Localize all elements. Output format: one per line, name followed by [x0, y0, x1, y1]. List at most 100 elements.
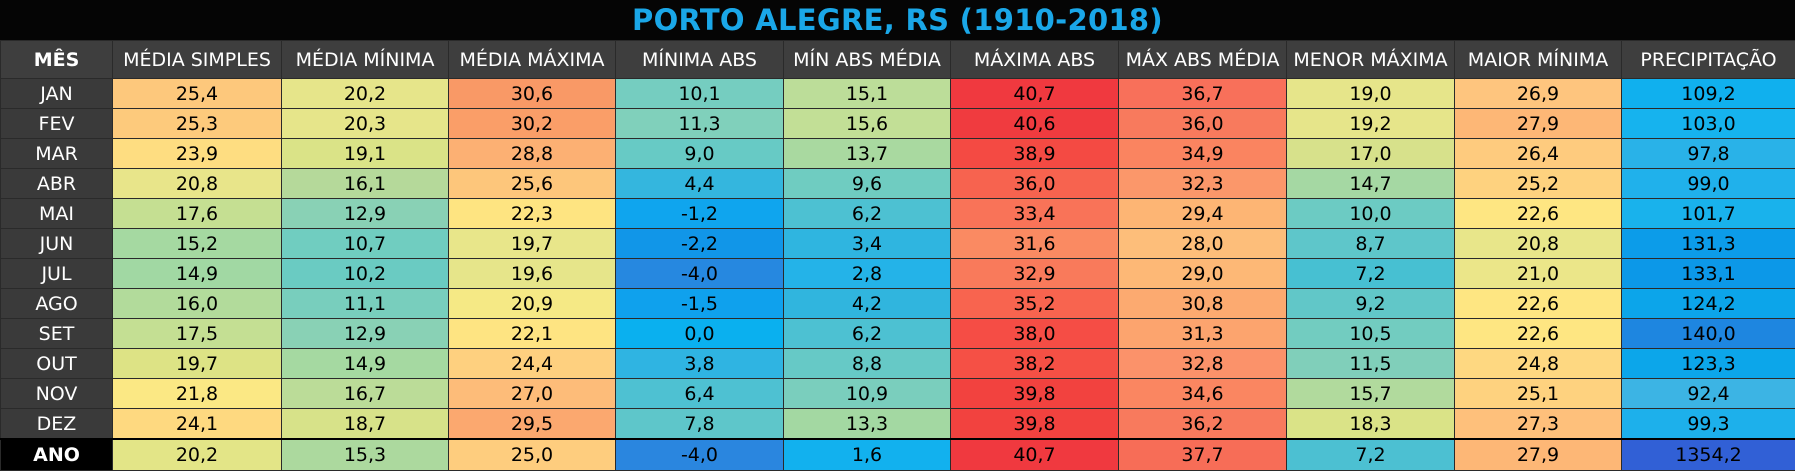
- table-row: JAN 25,4 20,2 30,6 10,1 15,1 40,7 36,7 19,0 26,9 1…: [0, 78, 1795, 109]
- table-row: MAR 23,9 19,1 28,8 9,0 13,7 38,9 34,9 17,0 26,4 97…: [0, 138, 1795, 169]
- table-cell: 10,7: [281, 228, 449, 259]
- table-cell: 29,0: [1118, 258, 1287, 289]
- table-cell: 26,4: [1454, 138, 1622, 169]
- table-cell: 17,0: [1286, 138, 1455, 169]
- table-row-year-total: ANO 20,2 15,3 25,0 -4,0 1,6 40,7 37,7 7,2 27,9 135…: [0, 438, 1795, 471]
- table-cell: 16,7: [281, 378, 449, 409]
- header-max-abs-media: MÁX ABS MÉDIA: [1118, 40, 1287, 79]
- table-cell: 97,8: [1621, 138, 1795, 169]
- table-cell: 18,3: [1286, 408, 1455, 440]
- table-cell: 3,4: [783, 228, 951, 259]
- table-cell: 11,5: [1286, 348, 1455, 379]
- table-row: SET 17,5 12,9 22,1 0,0 6,2 38,0 31,3 10,5 22,6 140…: [0, 318, 1795, 349]
- table-cell: 22,3: [448, 198, 616, 229]
- table-cell: 14,7: [1286, 168, 1455, 199]
- header-media-maxima: MÉDIA MÁXIMA: [448, 40, 616, 79]
- table-cell: 25,1: [1454, 378, 1622, 409]
- table-cell: 17,5: [112, 318, 282, 349]
- table-cell: 12,9: [281, 198, 449, 229]
- table-cell: 21,0: [1454, 258, 1622, 289]
- table-cell: 27,3: [1454, 408, 1622, 440]
- table-cell: 2,8: [783, 258, 951, 289]
- table-cell: 101,7: [1621, 198, 1795, 229]
- month-label: JUN: [0, 228, 113, 259]
- table-cell: 15,1: [783, 78, 951, 109]
- table-cell: 7,2: [1286, 258, 1455, 289]
- table-cell: 38,2: [950, 348, 1119, 379]
- table-cell: 92,4: [1621, 378, 1795, 409]
- table-cell: 29,4: [1118, 198, 1287, 229]
- table-cell: 1,6: [783, 438, 951, 471]
- table-cell: 22,6: [1454, 198, 1622, 229]
- table-row: JUN 15,2 10,7 19,7 -2,2 3,4 31,6 28,0 8,7 20,8 131…: [0, 228, 1795, 259]
- table-row: AGO 16,0 11,1 20,9 -1,5 4,2 35,2 30,8 9,2 22,6 124…: [0, 288, 1795, 319]
- table-cell: 4,2: [783, 288, 951, 319]
- table-cell: 10,1: [615, 78, 784, 109]
- table-cell: 22,6: [1454, 288, 1622, 319]
- table-cell: 38,9: [950, 138, 1119, 169]
- table-cell: 124,2: [1621, 288, 1795, 319]
- table-cell: 11,1: [281, 288, 449, 319]
- table-cell: 18,7: [281, 408, 449, 440]
- table-cell: 40,6: [950, 108, 1119, 139]
- table-cell: 36,0: [950, 168, 1119, 199]
- table-cell: 33,4: [950, 198, 1119, 229]
- table-cell: 31,3: [1118, 318, 1287, 349]
- month-label: JUL: [0, 258, 113, 289]
- table-cell: 25,4: [112, 78, 282, 109]
- table-cell: 32,3: [1118, 168, 1287, 199]
- table-cell: 22,1: [448, 318, 616, 349]
- page-title: PORTO ALEGRE, RS (1910-2018): [0, 0, 1795, 40]
- table-cell: 99,0: [1621, 168, 1795, 199]
- table-cell: 99,3: [1621, 408, 1795, 440]
- month-label: AGO: [0, 288, 113, 319]
- table-body: JAN 25,4 20,2 30,6 10,1 15,1 40,7 36,7 19,0 26,9 1…: [0, 78, 1795, 471]
- table-cell: 23,9: [112, 138, 282, 169]
- table-cell: 34,9: [1118, 138, 1287, 169]
- table-cell: 24,8: [1454, 348, 1622, 379]
- header-maior-minima: MAIOR MÍNIMA: [1454, 40, 1622, 79]
- table-cell: 133,1: [1621, 258, 1795, 289]
- header-month: MÊS: [0, 40, 113, 79]
- table-cell: 32,8: [1118, 348, 1287, 379]
- table-cell: 14,9: [281, 348, 449, 379]
- table-cell: -2,2: [615, 228, 784, 259]
- header-menor-maxima: MENOR MÁXIMA: [1286, 40, 1455, 79]
- table-cell: -4,0: [615, 438, 784, 471]
- table-cell: 37,7: [1118, 438, 1287, 471]
- table-cell: 19,7: [112, 348, 282, 379]
- month-label: SET: [0, 318, 113, 349]
- table-cell: 35,2: [950, 288, 1119, 319]
- table-cell: 10,5: [1286, 318, 1455, 349]
- header-minima-abs: MÍNIMA ABS: [615, 40, 784, 79]
- table-cell: 36,0: [1118, 108, 1287, 139]
- table-cell: 13,7: [783, 138, 951, 169]
- table-cell: 13,3: [783, 408, 951, 440]
- table-row: NOV 21,8 16,7 27,0 6,4 10,9 39,8 34,6 15,7 25,1 92…: [0, 378, 1795, 409]
- table-cell: 19,0: [1286, 78, 1455, 109]
- table-cell: 0,0: [615, 318, 784, 349]
- table-cell: 25,2: [1454, 168, 1622, 199]
- table-cell: 39,8: [950, 378, 1119, 409]
- month-label: NOV: [0, 378, 113, 409]
- table-cell: 28,0: [1118, 228, 1287, 259]
- table-row: OUT 19,7 14,9 24,4 3,8 8,8 38,2 32,8 11,5 24,8 123…: [0, 348, 1795, 379]
- table-cell: 30,2: [448, 108, 616, 139]
- month-label: OUT: [0, 348, 113, 379]
- table-cell: 20,8: [1454, 228, 1622, 259]
- table-cell: 27,9: [1454, 108, 1622, 139]
- header-row: MÊS MÉDIA SIMPLES MÉDIA MÍNIMA MÉDIA MÁX…: [0, 40, 1795, 79]
- table-cell: 20,8: [112, 168, 282, 199]
- month-label: MAR: [0, 138, 113, 169]
- table-cell: 40,7: [950, 78, 1119, 109]
- table-cell: 109,2: [1621, 78, 1795, 109]
- table-cell: 16,1: [281, 168, 449, 199]
- table-cell: 15,6: [783, 108, 951, 139]
- table-cell: 25,0: [448, 438, 616, 471]
- table-cell: 16,0: [112, 288, 282, 319]
- table-row: ABR 20,8 16,1 25,6 4,4 9,6 36,0 32,3 14,7 25,2 99,…: [0, 168, 1795, 199]
- table-cell: 27,0: [448, 378, 616, 409]
- table-cell: 9,6: [783, 168, 951, 199]
- table-cell: 8,8: [783, 348, 951, 379]
